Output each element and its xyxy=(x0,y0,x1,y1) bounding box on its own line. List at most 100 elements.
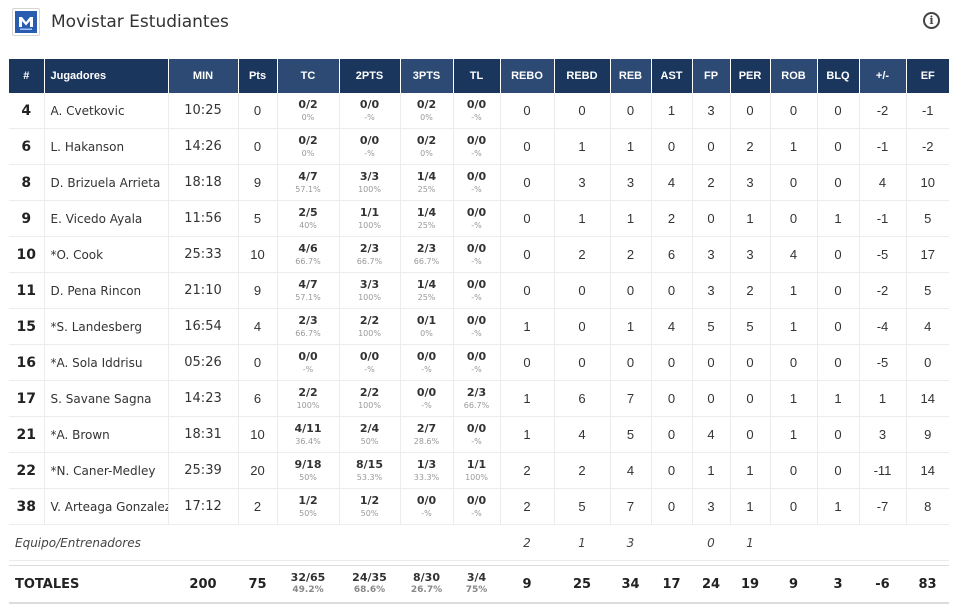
player-row[interactable]: 6 L. Hakanson 14:26 0 0/2 0% 0/0 -% 0/2 0% 0/0 -% 0 1… xyxy=(9,128,949,165)
player-row[interactable]: 15 *S. Landesberg 16:54 4 2/3 66.7% 2/2 100% 0/1… xyxy=(9,308,949,345)
player-ef: 5 xyxy=(906,272,949,309)
player-name[interactable]: *A. Brown xyxy=(44,416,169,453)
totals-label: TOTALES xyxy=(9,565,168,604)
player-row[interactable]: 10 *O. Cook 25:33 10 4/6 66.7% 2/3 66.7% 2/3 66.7… xyxy=(9,236,949,273)
boxscore-body: 4 A. Cvetkovic 10:25 0 0/2 0% 0/0 -% 0/2 0% 0/0 -% 0… xyxy=(9,93,949,604)
player-plus-minus: -1 xyxy=(859,128,907,165)
col-header-rebo[interactable]: REBO xyxy=(500,59,555,93)
player-name[interactable]: V. Arteaga Gonzalez xyxy=(44,488,169,525)
player-number: 11 xyxy=(9,272,45,309)
player-2pts-made: 2/2 xyxy=(359,385,380,399)
col-header-3pts[interactable]: 3PTS xyxy=(400,59,454,93)
col-header-rebd[interactable]: REBD xyxy=(554,59,611,93)
col-header-tl[interactable]: TL xyxy=(453,59,501,93)
player-row[interactable]: 21 *A. Brown 18:31 10 4/11 36.4% 2/4 50% 2/7 28.6… xyxy=(9,416,949,453)
info-icon[interactable]: i xyxy=(923,12,940,29)
player-2pts-pct: 53.3% xyxy=(356,472,383,482)
player-tl-made: 0/0 xyxy=(466,349,487,363)
player-tl-made: 0/0 xyxy=(466,205,487,219)
col-header-rob[interactable]: ROB xyxy=(770,59,818,93)
player-blq: 0 xyxy=(817,128,860,165)
col-header-min[interactable]: MIN xyxy=(168,59,239,93)
col-header-blq[interactable]: BLQ xyxy=(817,59,860,93)
player-name[interactable]: L. Hakanson xyxy=(44,128,169,165)
player-tc-made: 4/7 xyxy=(298,169,318,183)
player-3pts-pct: 66.7% xyxy=(413,256,440,266)
player-2pts-made: 0/0 xyxy=(359,97,380,111)
player-row[interactable]: 38 V. Arteaga Gonzalez 17:12 2 1/2 50% 1/2 50% 0… xyxy=(9,488,949,525)
player-min: 17:12 xyxy=(168,488,239,525)
player-2pts-pct: 100% xyxy=(358,328,381,338)
player-tl-pct: -% xyxy=(471,256,482,266)
player-name[interactable]: *S. Landesberg xyxy=(44,308,169,345)
player-3pts-pct: 0% xyxy=(420,148,433,158)
player-3pts-made: 2/7 xyxy=(416,421,437,435)
player-rebo: 0 xyxy=(500,272,555,309)
player-name[interactable]: *N. Caner-Medley xyxy=(44,452,169,489)
player-name[interactable]: D. Pena Rincon xyxy=(44,272,169,309)
col-header-2pts[interactable]: 2PTS xyxy=(339,59,401,93)
player-ast: 0 xyxy=(651,416,693,453)
col-header-plus-minus[interactable]: +/- xyxy=(859,59,907,93)
col-header-ast[interactable]: AST xyxy=(651,59,693,93)
player-pts: 4 xyxy=(238,308,278,345)
col-header-number[interactable]: # xyxy=(9,59,45,93)
player-row[interactable]: 16 *A. Sola Iddrisu 05:26 0 0/0 -% 0/0 -% 0/0 -% 0… xyxy=(9,344,949,381)
player-row[interactable]: 17 S. Savane Sagna 14:23 6 2/2 100% 2/2 100% 0/0… xyxy=(9,380,949,417)
player-fp: 1 xyxy=(692,452,731,489)
player-ef: 8 xyxy=(906,488,949,525)
player-rebo: 1 xyxy=(500,308,555,345)
totals-reb: 34 xyxy=(610,565,651,604)
player-tc-pct: 36.4% xyxy=(295,436,321,446)
player-tl-made: 0/0 xyxy=(466,277,487,291)
player-rebo: 0 xyxy=(500,200,555,237)
player-number: 22 xyxy=(9,452,45,489)
col-header-per[interactable]: PER xyxy=(730,59,771,93)
player-row[interactable]: 4 A. Cvetkovic 10:25 0 0/2 0% 0/0 -% 0/2 0% 0/0 -% 0… xyxy=(9,93,949,129)
col-header-players[interactable]: Jugadores xyxy=(44,59,169,93)
player-name[interactable]: E. Vicedo Ayala xyxy=(44,200,169,237)
player-plus-minus: 3 xyxy=(859,416,907,453)
player-number: 21 xyxy=(9,416,45,453)
player-3pts: 1/4 25% xyxy=(400,272,454,309)
player-pts: 6 xyxy=(238,380,278,417)
player-pts: 10 xyxy=(238,236,278,273)
col-header-reb[interactable]: REB xyxy=(610,59,652,93)
totals-2pts-pct: 68.6% xyxy=(353,585,386,595)
player-3pts-made: 0/2 xyxy=(416,133,437,147)
player-row[interactable]: 11 D. Pena Rincon 21:10 9 4/7 57.1% 3/3 100% 1/4… xyxy=(9,272,949,309)
player-name[interactable]: *A. Sola Iddrisu xyxy=(44,344,169,381)
col-header-ef[interactable]: EF xyxy=(906,59,949,93)
player-3pts-made: 0/0 xyxy=(416,493,437,507)
player-3pts-made: 1/4 xyxy=(416,205,437,219)
col-header-fp[interactable]: FP xyxy=(692,59,731,93)
player-rebd: 1 xyxy=(554,128,611,165)
player-tl-made: 0/0 xyxy=(466,241,487,255)
player-ast: 4 xyxy=(651,308,693,345)
col-header-pts[interactable]: Pts xyxy=(238,59,278,93)
player-3pts-pct: 25% xyxy=(417,184,436,194)
player-number: 15 xyxy=(9,308,45,345)
player-row[interactable]: 9 E. Vicedo Ayala 11:56 5 2/5 40% 1/1 100% 1/4 25… xyxy=(9,200,949,237)
player-2pts: 2/4 50% xyxy=(339,416,401,453)
player-row[interactable]: 22 *N. Caner-Medley 25:39 20 9/18 50% 8/15 53.3… xyxy=(9,452,949,489)
player-name[interactable]: D. Brizuela Arrieta xyxy=(44,164,169,201)
player-number: 9 xyxy=(9,200,45,237)
player-name[interactable]: A. Cvetkovic xyxy=(44,93,169,129)
player-2pts: 0/0 -% xyxy=(339,344,401,381)
player-per: 1 xyxy=(730,488,771,525)
player-2pts-made: 0/0 xyxy=(359,349,380,363)
player-name[interactable]: *O. Cook xyxy=(44,236,169,273)
player-per: 1 xyxy=(730,200,771,237)
player-3pts: 2/7 28.6% xyxy=(400,416,454,453)
player-row[interactable]: 8 D. Brizuela Arrieta 18:18 9 4/7 57.1% 3/3 100… xyxy=(9,164,949,201)
col-header-tc[interactable]: TC xyxy=(277,59,340,93)
player-blq: 1 xyxy=(817,380,860,417)
player-min: 25:33 xyxy=(168,236,239,273)
player-3pts-pct: -% xyxy=(421,508,432,518)
player-number: 38 xyxy=(9,488,45,525)
player-name[interactable]: S. Savane Sagna xyxy=(44,380,169,417)
player-tl-made: 0/0 xyxy=(466,493,487,507)
player-blq: 0 xyxy=(817,344,860,381)
player-ef: 17 xyxy=(906,236,949,273)
